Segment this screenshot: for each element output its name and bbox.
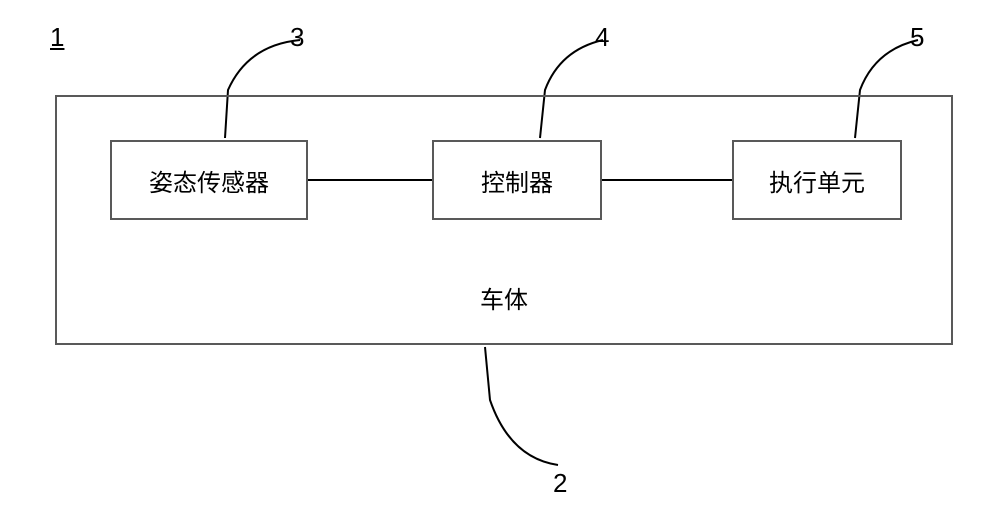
callout-label-c4: 4 <box>595 22 609 53</box>
callout-label-c2: 2 <box>553 468 567 499</box>
box-container: 车体 <box>55 95 953 345</box>
box-sensor: 姿态传感器 <box>110 140 308 220</box>
container-label: 车体 <box>57 280 951 315</box>
callout-leader-c2 <box>485 347 558 465</box>
node-label-sensor: 姿态传感器 <box>149 163 269 198</box>
box-controller: 控制器 <box>432 140 602 220</box>
callout-label-c3: 3 <box>290 22 304 53</box>
node-label-actuator: 执行单元 <box>769 163 865 198</box>
callout-label-c5: 5 <box>910 22 924 53</box>
callout-label-c1: 1 <box>50 22 64 53</box>
box-actuator: 执行单元 <box>732 140 902 220</box>
node-label-controller: 控制器 <box>481 163 553 198</box>
diagram-canvas: 车体 姿态传感器 控制器 执行单元 1 3 4 5 2 <box>0 0 1000 507</box>
